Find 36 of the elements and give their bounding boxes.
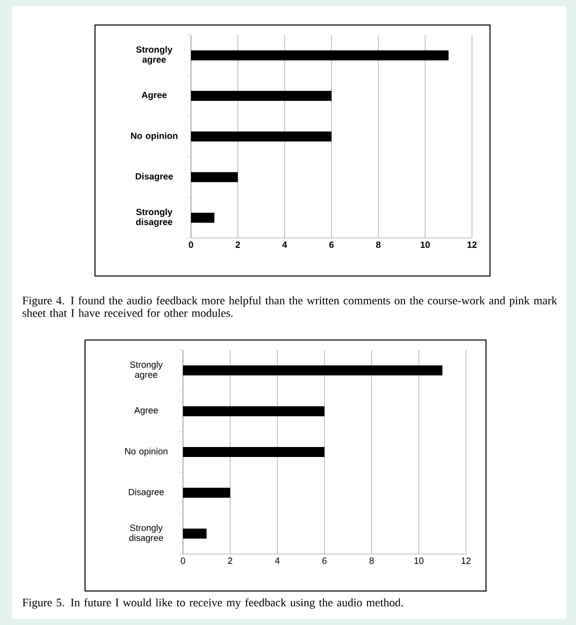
x-tick-label: 12 — [468, 242, 477, 248]
bar — [182, 528, 207, 539]
x-tick-label: 8 — [376, 242, 381, 248]
y-tick-label: Strongly disagree — [136, 208, 172, 227]
bar — [190, 90, 332, 101]
x-tick-label: 4 — [282, 242, 288, 248]
x-tick-label: 0 — [180, 558, 186, 564]
bar — [182, 365, 442, 376]
x-tick-label: 12 — [462, 558, 471, 564]
y-tick-label: No opinion — [125, 448, 168, 456]
bar — [182, 406, 324, 416]
x-tick-label: 8 — [370, 558, 374, 564]
y-tick-label: No opinion — [131, 132, 178, 141]
bar — [190, 50, 449, 60]
y-tick-label: Agree — [134, 407, 158, 416]
caption: Figure 5. In future I would like to receive my feedback using the audio method. — [22, 598, 403, 609]
y-tick-label: Disagree — [128, 488, 164, 497]
x-tick-label: 6 — [329, 242, 334, 248]
x-tick-label: 2 — [236, 242, 240, 248]
y-tick-label: Agree — [142, 92, 167, 100]
bar — [190, 212, 214, 223]
y-tick-label: Strongly disagree — [129, 524, 164, 543]
caption: Figure 4. I found the audio feedback more helpful than the written comments on the course-work and pink mark sheet that I have received for other modules. — [22, 296, 558, 317]
bar — [190, 172, 238, 182]
bar — [182, 488, 230, 498]
y-tick-label: Disagree — [136, 172, 173, 182]
bar — [190, 132, 332, 142]
x-tick-label: 4 — [275, 558, 280, 564]
y-tick-label: Strongly agree — [130, 361, 163, 380]
y-tick-label: Strongly agree — [136, 46, 172, 65]
x-tick-label: 2 — [228, 558, 232, 564]
x-tick-label: 0 — [188, 242, 194, 248]
x-tick-label: 10 — [420, 242, 430, 248]
x-tick-label: 6 — [322, 558, 327, 564]
bar — [182, 447, 324, 458]
x-tick-label: 10 — [414, 558, 424, 564]
